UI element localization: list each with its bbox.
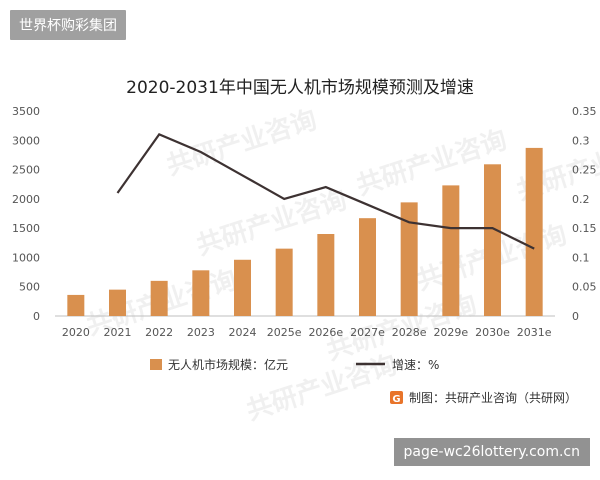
x-axis-tick: 2024 xyxy=(229,326,257,339)
svg-text:G: G xyxy=(392,394,400,405)
x-axis-tick: 2021 xyxy=(104,326,132,339)
site-watermark-top: 世界杯购彩集团 xyxy=(10,10,126,40)
x-axis-tick: 2023 xyxy=(187,326,215,339)
right-axis-tick: 0.25 xyxy=(572,164,597,177)
bar xyxy=(192,270,210,316)
left-axis-tick: 500 xyxy=(19,281,40,294)
left-axis-tick: 3500 xyxy=(12,105,40,118)
source-logo-icon: G xyxy=(390,391,403,405)
x-axis-tick: 2027e xyxy=(350,326,385,339)
bar xyxy=(359,218,376,316)
left-axis-tick: 2000 xyxy=(12,193,40,206)
left-axis-tick: 3000 xyxy=(12,134,40,147)
x-axis-tick: 2026e xyxy=(308,326,343,339)
right-axis-tick: 0.3 xyxy=(572,134,590,147)
x-axis-tick: 2025e xyxy=(267,326,302,339)
left-axis-ticks: 0 500 1000 1500 2000 2500 3000 3500 xyxy=(12,105,40,323)
bar-series xyxy=(67,147,543,316)
x-axis-tick: 2022 xyxy=(145,326,173,339)
right-axis-ticks: 0 0.05 0.1 0.15 0.2 0.25 0.3 0.35 xyxy=(572,105,597,323)
left-axis-tick: 1500 xyxy=(12,222,40,235)
source-text: 制图：共研产业咨询（共研网） xyxy=(409,390,577,405)
bar xyxy=(275,248,293,316)
x-axis-tick: 2030e xyxy=(475,326,510,339)
growth-line xyxy=(116,133,535,250)
x-axis-tick: 2031e xyxy=(517,326,552,339)
bar xyxy=(442,185,460,316)
right-axis-tick: 0.35 xyxy=(572,105,597,118)
legend-bar-swatch xyxy=(150,359,162,370)
bar xyxy=(67,294,85,316)
bar xyxy=(484,164,501,316)
x-axis-tick: 2028e xyxy=(392,326,427,339)
watermark-text: 共研产业咨询 xyxy=(163,104,321,182)
x-axis-ticks: 2020 2021 2022 2023 2024 2025e 2026e 2027e 2028e… xyxy=(62,326,552,339)
bar xyxy=(234,259,251,316)
legend-line-label: 增速：% xyxy=(392,358,439,372)
bar xyxy=(317,234,335,316)
bar xyxy=(109,289,126,316)
x-axis-tick: 2020 xyxy=(62,326,90,339)
right-axis-tick: 0 xyxy=(572,310,579,323)
right-axis-tick: 0.15 xyxy=(572,222,597,235)
left-axis-tick: 2500 xyxy=(12,164,40,177)
left-axis-tick: 0 xyxy=(33,310,40,323)
right-axis-tick: 0.1 xyxy=(572,251,590,264)
watermark-layer: 共研产业咨询共研产业咨询共研产业咨询共研产业咨询共研产业咨询共研产业咨询共研产业… xyxy=(83,104,600,427)
right-axis-tick: 0.05 xyxy=(572,281,597,294)
chart-title: 2020-2031年中国无人机市场规模预测及增速 xyxy=(126,78,474,98)
legend-bar-label: 无人机市场规模：亿元 xyxy=(168,357,288,372)
right-axis-tick: 0.2 xyxy=(572,193,590,206)
left-axis-tick: 1000 xyxy=(12,251,40,264)
site-url-bottom: page-wc26lottery.com.cn xyxy=(393,438,590,466)
x-axis-tick: 2029e xyxy=(433,326,468,339)
bar xyxy=(400,202,418,316)
bar xyxy=(150,280,168,316)
bar xyxy=(525,147,543,316)
